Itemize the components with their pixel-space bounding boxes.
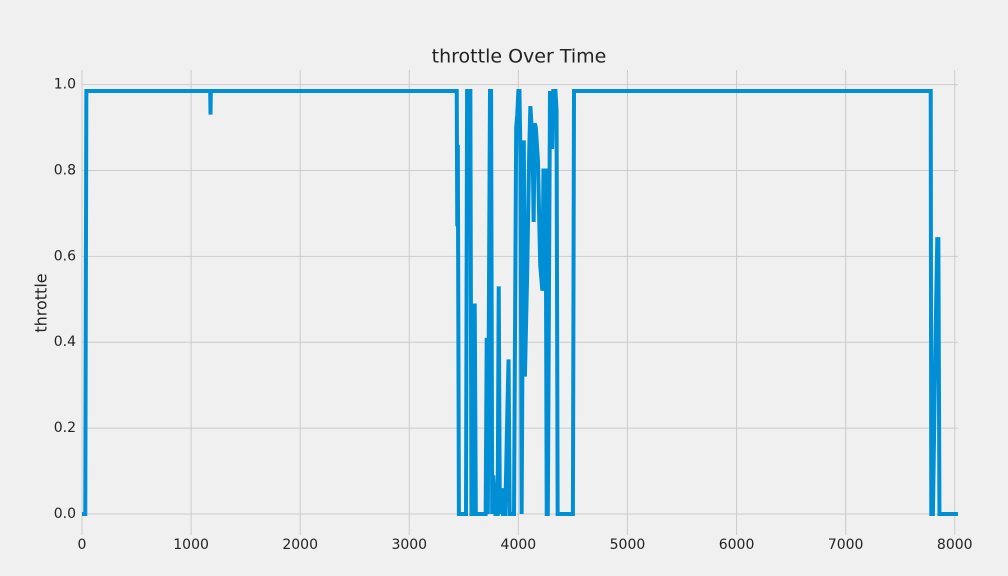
x-tick-label: 6000: [719, 537, 755, 553]
x-tick-label: 1000: [173, 537, 209, 553]
y-tick-label: 0.8: [54, 162, 76, 178]
y-tick-label: 0.4: [54, 334, 76, 350]
x-tick-label: 0: [78, 537, 87, 553]
chart-title: throttle Over Time: [432, 46, 607, 68]
x-tick-label: 8000: [937, 537, 973, 553]
y-tick-label: 0.0: [54, 506, 76, 522]
x-tick-label: 5000: [610, 537, 646, 553]
x-tick-label: 4000: [501, 537, 537, 553]
y-tick-label: 1.0: [54, 77, 76, 93]
data-line: [82, 89, 958, 516]
y-axis-label: throttle: [32, 273, 51, 332]
x-tick-label: 2000: [282, 537, 318, 553]
x-tick-label: 3000: [391, 537, 427, 553]
y-tick-label: 0.6: [54, 248, 76, 264]
x-tick-label: 7000: [828, 537, 864, 553]
y-tick-label: 0.2: [54, 420, 76, 436]
